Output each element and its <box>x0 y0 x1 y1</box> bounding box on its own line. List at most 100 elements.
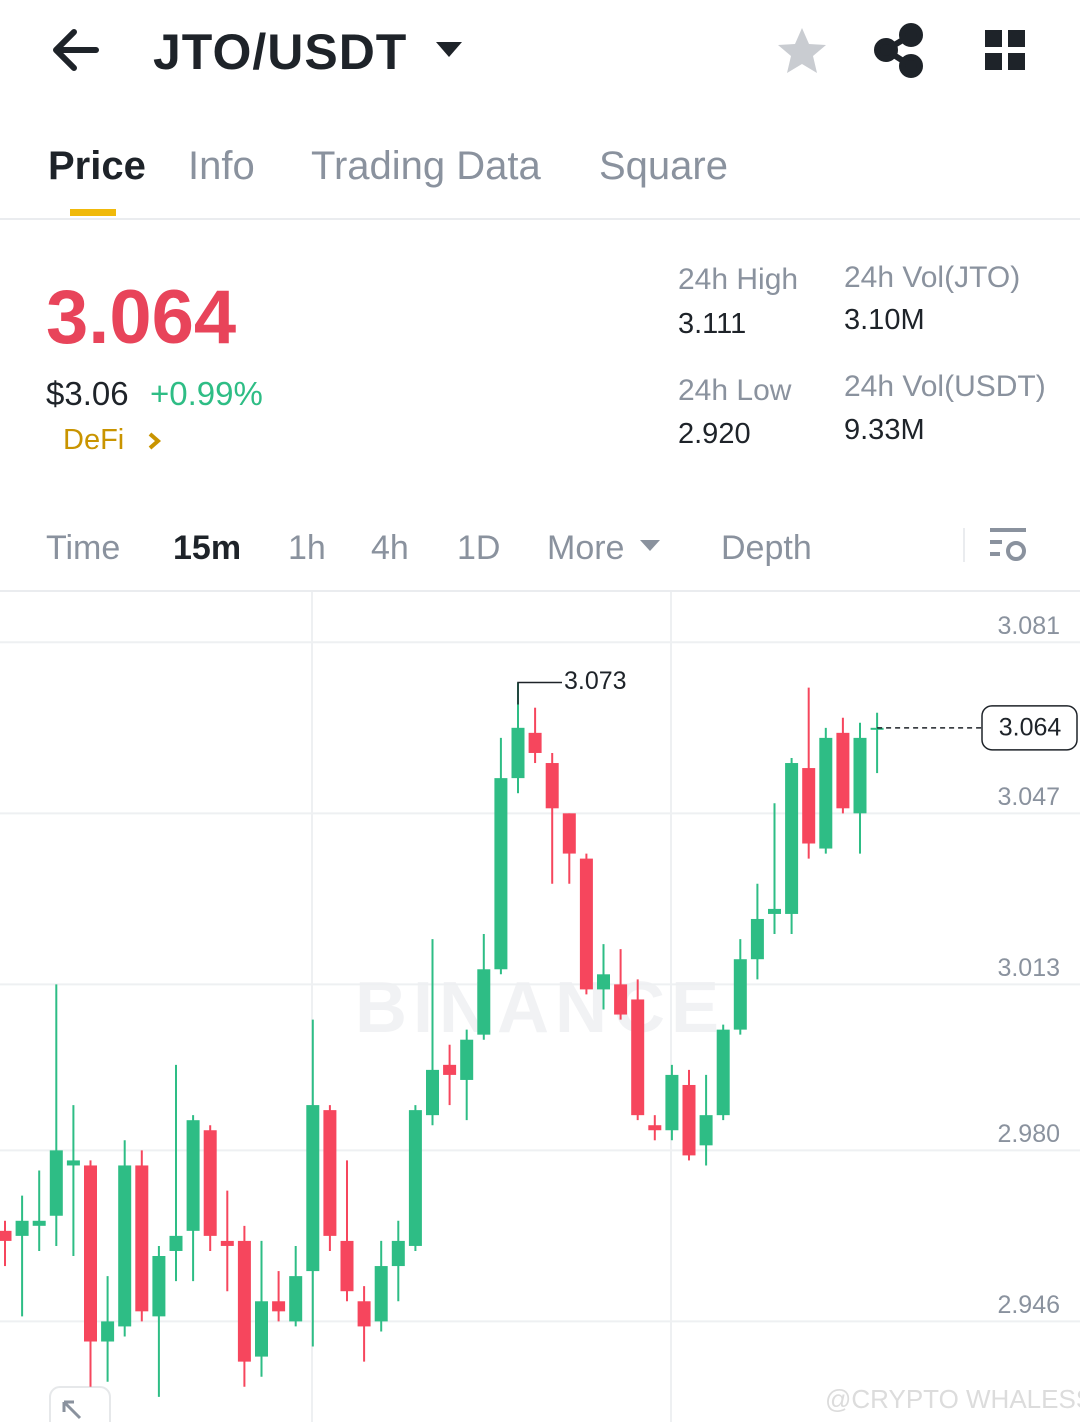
y-tick-label: 3.047 <box>997 783 1060 811</box>
candle-body <box>511 727 525 779</box>
candle-body <box>237 1240 251 1362</box>
usd-price: $3.06 <box>46 375 129 412</box>
candle-body <box>186 1120 200 1231</box>
candle-body <box>579 858 593 990</box>
y-tick-label: 3.081 <box>997 612 1060 640</box>
sector-chevron <box>148 432 162 450</box>
header-icons <box>53 23 1025 78</box>
price-change: +0.99% <box>150 375 263 412</box>
candle-body <box>870 727 884 730</box>
candle-body <box>135 1165 149 1312</box>
stat-label: 24h High <box>678 263 799 296</box>
candle-body <box>272 1301 286 1312</box>
interval[interactable]: 1D <box>457 529 501 567</box>
candle-body <box>66 1160 80 1166</box>
candle-body <box>545 763 559 809</box>
candle-body <box>785 763 799 914</box>
last-price: 3.064 <box>46 275 237 360</box>
candle-body <box>443 1064 457 1075</box>
candle-body <box>426 1069 439 1116</box>
chart-watermark: BINANCE <box>355 968 725 1048</box>
candle-body <box>118 1165 132 1327</box>
stat-label: 24h Vol(USDT) <box>844 370 1046 403</box>
candle-body <box>802 768 816 844</box>
candle-body <box>203 1130 217 1236</box>
candle-body <box>631 999 645 1116</box>
candle-body <box>665 1074 679 1131</box>
candle-body <box>49 1150 63 1216</box>
stat-value: 3.111 <box>678 308 747 340</box>
more-dropdown[interactable] <box>640 540 660 551</box>
chart-settings[interactable] <box>990 528 1026 561</box>
candle-body <box>733 959 747 1030</box>
max-marker-label: 3.073 <box>564 667 627 695</box>
candle-body <box>255 1301 268 1357</box>
back-button[interactable] <box>53 29 99 71</box>
pair-dropdown[interactable] <box>436 42 462 57</box>
fullscreen-button[interactable] <box>49 1386 111 1422</box>
share-button[interactable] <box>874 23 923 78</box>
tab[interactable]: Price <box>48 144 146 188</box>
interval[interactable]: 1h <box>288 529 326 567</box>
stat-label: 24h Vol(JTO) <box>844 261 1021 294</box>
candle-body <box>101 1321 115 1342</box>
divider <box>0 218 1080 220</box>
sector-tag[interactable]: DeFi <box>63 424 125 456</box>
candle-body <box>15 1220 29 1236</box>
favorite-star[interactable] <box>778 28 826 73</box>
watermark: @CRYPTO WHALESS <box>825 1384 1080 1414</box>
candle-body <box>836 732 850 809</box>
interval-icons <box>640 528 1026 562</box>
candle-body <box>220 1240 234 1246</box>
fullscreen-icon <box>62 1400 82 1420</box>
candle-body <box>0 1230 12 1241</box>
candle-body <box>357 1301 371 1327</box>
candle-body <box>562 813 576 854</box>
candle-body <box>494 778 508 970</box>
pair-title[interactable]: JTO/USDT <box>153 24 408 80</box>
last-price-label: 3.064 <box>999 713 1062 741</box>
tab[interactable]: Trading Data <box>311 144 541 188</box>
stat-value: 9.33M <box>844 414 925 446</box>
candle-body <box>391 1240 405 1267</box>
candle-body <box>460 1039 474 1080</box>
candle-body <box>374 1266 388 1322</box>
candle-body <box>477 969 491 1035</box>
candle-body <box>853 737 867 814</box>
candle-body <box>32 1220 46 1226</box>
divider <box>0 590 1080 592</box>
candle-body <box>750 918 764 960</box>
interval[interactable]: Time <box>46 529 121 567</box>
interval[interactable]: More <box>547 529 625 567</box>
interval[interactable]: 15m <box>173 529 242 567</box>
candle-body <box>614 984 628 1015</box>
candle-body <box>306 1105 320 1272</box>
candle-body <box>699 1115 713 1146</box>
tab[interactable]: Info <box>188 144 255 188</box>
candle-body <box>528 732 542 753</box>
stat-value: 2.920 <box>678 418 751 450</box>
interval[interactable]: 4h <box>371 529 409 567</box>
candle-body <box>323 1110 337 1236</box>
candle-body <box>819 737 833 849</box>
candle-body <box>597 974 610 990</box>
candle-body <box>289 1276 303 1322</box>
tab[interactable]: Square <box>599 144 728 188</box>
max-marker-line <box>517 681 562 705</box>
candlestick-chart: BINANCE 3.081 3.047 3.013 2.980 2.946 3.073 3.… <box>0 592 1080 1422</box>
interval[interactable]: Depth <box>721 529 812 567</box>
y-tick-label: 2.980 <box>997 1120 1060 1148</box>
grid-menu[interactable] <box>985 30 1025 70</box>
candle-body <box>768 908 781 914</box>
stat-label: 24h Low <box>678 374 792 407</box>
candle-body <box>716 1029 730 1116</box>
candle-body <box>152 1256 166 1317</box>
candle-body <box>169 1235 183 1251</box>
candle-body <box>648 1125 662 1131</box>
y-tick-label: 2.946 <box>997 1291 1060 1319</box>
last-price-box <box>981 705 1078 751</box>
candle-body <box>408 1110 422 1246</box>
y-tick-label: 3.013 <box>997 954 1060 982</box>
candle-body <box>84 1165 97 1342</box>
